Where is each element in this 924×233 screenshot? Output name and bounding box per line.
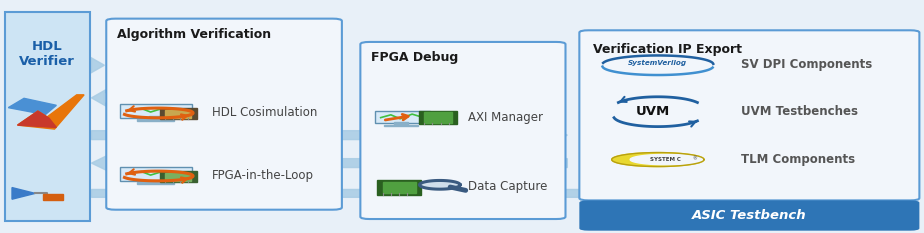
Text: SV DPI Components: SV DPI Components xyxy=(741,58,872,71)
Text: AXI Manager: AXI Manager xyxy=(468,111,542,124)
Bar xyxy=(137,182,174,184)
Polygon shape xyxy=(91,155,567,171)
Bar xyxy=(160,171,197,182)
Text: FPGA-in-the-Loop: FPGA-in-the-Loop xyxy=(212,169,313,182)
Polygon shape xyxy=(612,153,704,167)
Polygon shape xyxy=(91,89,108,107)
Text: ASIC Testbench: ASIC Testbench xyxy=(692,209,807,222)
Polygon shape xyxy=(18,111,56,127)
Bar xyxy=(137,119,174,121)
Polygon shape xyxy=(8,98,56,115)
Text: SystemVerilog: SystemVerilog xyxy=(628,60,687,66)
Text: Algorithm Verification: Algorithm Verification xyxy=(117,28,272,41)
Bar xyxy=(43,194,63,200)
FancyBboxPatch shape xyxy=(106,19,342,210)
Bar xyxy=(394,122,408,125)
Text: Data Capture: Data Capture xyxy=(468,180,547,193)
FancyBboxPatch shape xyxy=(5,12,90,221)
Bar xyxy=(149,179,162,182)
FancyBboxPatch shape xyxy=(579,200,919,231)
Bar xyxy=(424,113,452,123)
Polygon shape xyxy=(18,95,84,129)
Polygon shape xyxy=(88,56,104,75)
Polygon shape xyxy=(91,127,567,143)
Text: ®: ® xyxy=(692,156,698,161)
Bar xyxy=(419,111,457,124)
FancyBboxPatch shape xyxy=(375,111,430,123)
Text: UVM: UVM xyxy=(636,105,671,118)
Bar xyxy=(160,108,197,119)
Text: TLM Components: TLM Components xyxy=(741,153,856,166)
FancyBboxPatch shape xyxy=(120,167,192,181)
Polygon shape xyxy=(419,181,460,189)
Bar xyxy=(377,180,421,195)
Text: Verification IP Export: Verification IP Export xyxy=(593,43,742,56)
Polygon shape xyxy=(12,188,35,199)
Text: SYSTEM C: SYSTEM C xyxy=(650,157,681,162)
FancyBboxPatch shape xyxy=(120,104,192,118)
Text: UVM Testbenches: UVM Testbenches xyxy=(741,106,858,118)
Polygon shape xyxy=(630,154,704,165)
Text: HDL Cosimulation: HDL Cosimulation xyxy=(212,106,317,119)
Bar xyxy=(149,116,162,120)
FancyBboxPatch shape xyxy=(579,30,919,200)
Bar xyxy=(165,110,191,118)
Bar xyxy=(165,173,191,181)
Bar xyxy=(383,182,416,193)
FancyBboxPatch shape xyxy=(360,42,565,219)
Polygon shape xyxy=(91,186,910,200)
Text: HDL
Verifier: HDL Verifier xyxy=(19,40,75,68)
Text: FPGA Debug: FPGA Debug xyxy=(371,51,458,64)
Bar xyxy=(384,125,418,126)
